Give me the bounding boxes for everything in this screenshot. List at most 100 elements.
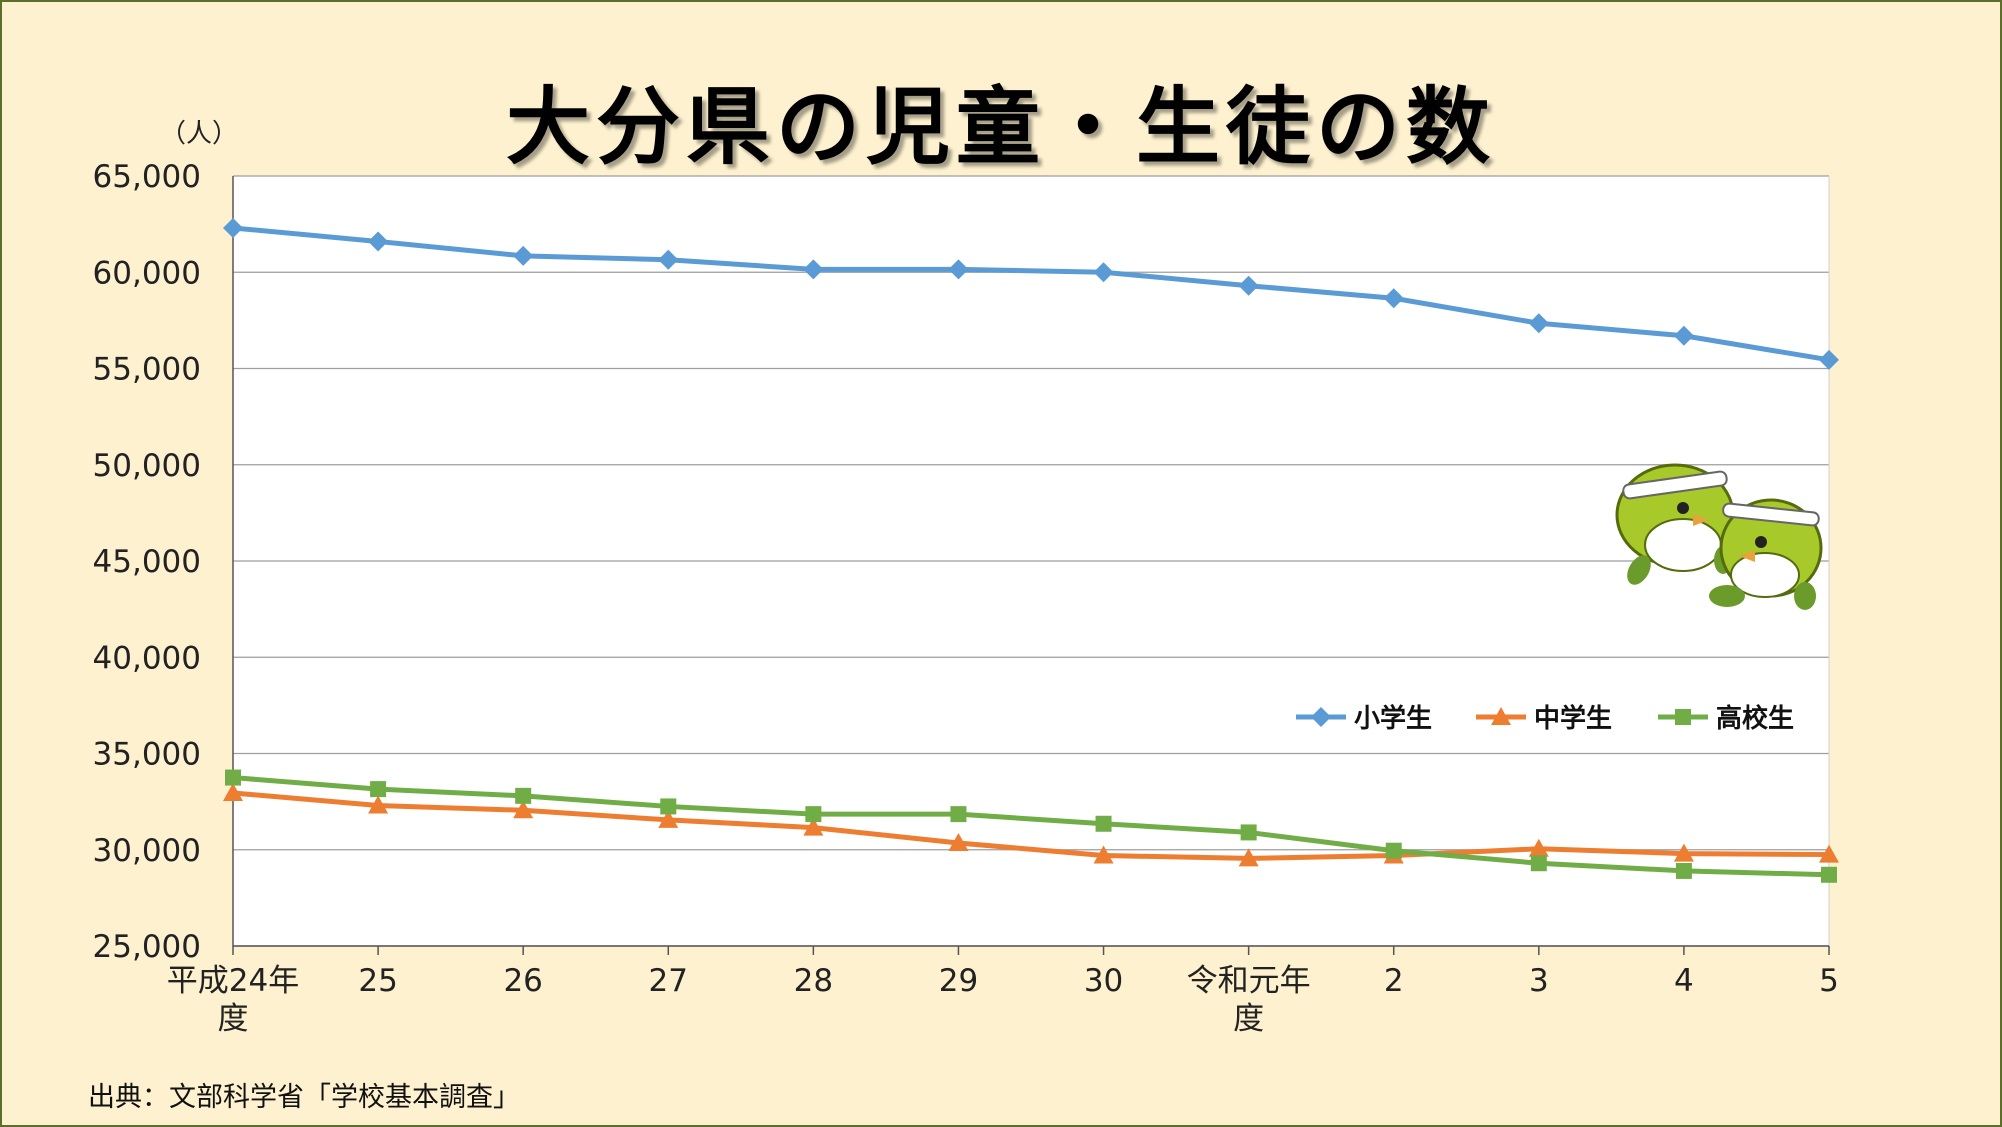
data-point-triangle xyxy=(368,795,389,814)
series-group xyxy=(223,217,1839,883)
data-point-triangle xyxy=(1673,843,1694,862)
x-tick-label-line: 度 xyxy=(218,1001,249,1037)
y-tick-label: 25,000 xyxy=(93,929,201,965)
data-point-square xyxy=(1095,815,1112,832)
x-tick-label-line: 令和元年 xyxy=(1187,963,1311,999)
series-line xyxy=(232,225,1830,363)
data-point-square xyxy=(950,806,967,823)
x-tick-label: 29 xyxy=(939,963,978,999)
data-point-triangle xyxy=(658,809,679,828)
x-tick-label: 26 xyxy=(503,963,542,999)
x-tick-label: 3 xyxy=(1529,963,1549,999)
mejiron-mascot-icon xyxy=(1615,463,1823,610)
data-point-diamond xyxy=(1383,288,1404,309)
legend-item: 小学生 xyxy=(1296,703,1432,734)
y-tick-label: 50,000 xyxy=(93,448,201,484)
data-point-diamond xyxy=(368,231,389,252)
source-note: 出典：文部科学省「学校基本調査」 xyxy=(88,1082,520,1113)
data-point-diamond xyxy=(513,245,534,266)
x-tick-label: 4 xyxy=(1674,963,1694,999)
x-tick-label: 27 xyxy=(649,963,688,999)
x-tick-label-line: 28 xyxy=(794,963,833,999)
x-tick-label-line: 3 xyxy=(1529,963,1549,999)
x-axis: 平成24年度 25 26 27 28 29 30 令和元年度 2 3 4 5 xyxy=(167,176,1839,1037)
data-point-triangle xyxy=(1093,845,1114,864)
series-line xyxy=(232,790,1830,861)
y-tick-label: 45,000 xyxy=(93,544,201,580)
data-point-square xyxy=(1240,824,1257,841)
data-point-diamond xyxy=(803,259,824,280)
x-tick-label-line: 4 xyxy=(1674,963,1694,999)
data-point-triangle xyxy=(1528,838,1549,857)
series-3 xyxy=(225,769,1837,883)
data-point-diamond xyxy=(1093,262,1114,283)
series-line xyxy=(232,775,1830,878)
data-point-diamond xyxy=(658,249,679,270)
data-point-triangle xyxy=(223,782,243,801)
x-tick-label-line: 26 xyxy=(503,963,542,999)
legend-label: 小学生 xyxy=(1354,703,1432,734)
legend-item: 高校生 xyxy=(1658,703,1794,734)
data-point-diamond xyxy=(1311,707,1331,727)
legend-item: 中学生 xyxy=(1476,703,1612,734)
data-point-square xyxy=(515,787,532,804)
x-tick-label-line: 29 xyxy=(939,963,978,999)
x-tick-label: 2 xyxy=(1384,963,1404,999)
data-point-triangle xyxy=(1491,707,1511,725)
x-tick-label-line: 30 xyxy=(1084,963,1123,999)
data-point-square xyxy=(225,769,241,786)
y-tick-label: 35,000 xyxy=(93,737,201,773)
data-point-square xyxy=(1675,862,1692,879)
mascot-right-beak xyxy=(1739,550,1755,562)
mascot-left-eye xyxy=(1677,502,1689,514)
data-point-square xyxy=(1821,866,1837,883)
legend-label: 中学生 xyxy=(1534,703,1612,734)
data-point-square xyxy=(370,781,387,798)
mascot-left-belly xyxy=(1644,518,1722,572)
data-point-triangle xyxy=(803,817,824,836)
y-tick-label: 40,000 xyxy=(93,640,201,676)
data-point-square xyxy=(805,806,822,823)
x-tick-label-line: 25 xyxy=(358,963,397,999)
data-point-triangle xyxy=(1238,848,1259,867)
page-title: 大分県の児童・生徒の数 xyxy=(505,78,1496,176)
data-point-square xyxy=(1675,709,1691,725)
series-2 xyxy=(223,782,1839,867)
mascot-right-eye xyxy=(1755,536,1767,548)
y-tick-label: 30,000 xyxy=(93,833,201,869)
legend-label: 高校生 xyxy=(1716,703,1794,734)
data-point-triangle xyxy=(513,800,534,819)
x-tick-label: 25 xyxy=(358,963,397,999)
data-point-diamond xyxy=(1238,275,1259,296)
y-tick-label: 55,000 xyxy=(93,352,201,388)
data-point-diamond xyxy=(1819,349,1839,370)
y-axis-ticks: 25,000 30,000 35,000 40,000 45,000 50,000 55,0… xyxy=(93,159,201,965)
data-point-square xyxy=(660,798,677,815)
y-tick-label: 65,000 xyxy=(93,159,201,195)
x-tick-label: 28 xyxy=(794,963,833,999)
data-point-diamond xyxy=(1528,313,1549,334)
data-point-triangle xyxy=(1819,844,1839,863)
mascot-left-beak xyxy=(1693,514,1709,526)
mascot-right-belly xyxy=(1730,552,1800,598)
data-point-triangle xyxy=(948,833,969,852)
data-point-diamond xyxy=(223,217,243,238)
legend: 小学生 中学生 高校生 xyxy=(1296,703,1794,734)
data-point-square xyxy=(1385,842,1402,859)
x-tick-label-line: 平成24年 xyxy=(167,963,299,999)
data-point-diamond xyxy=(1673,325,1694,346)
x-tick-label: 令和元年度 xyxy=(1187,963,1311,1037)
mascot-left-foot xyxy=(1627,555,1651,585)
mascot-right-headband xyxy=(1722,502,1820,527)
mascot-right-foot2 xyxy=(1794,582,1816,610)
series-1 xyxy=(223,217,1839,370)
y-tick-label: 60,000 xyxy=(93,255,201,291)
x-tick-label-line: 27 xyxy=(649,963,688,999)
x-tick-label: 30 xyxy=(1084,963,1123,999)
mascot-left-headband xyxy=(1622,470,1728,500)
x-tick-label-line: 5 xyxy=(1819,963,1839,999)
x-tick-label: 平成24年度 xyxy=(167,963,299,1037)
y-axis-unit-label: （人） xyxy=(160,119,239,149)
data-point-square xyxy=(1530,855,1547,872)
